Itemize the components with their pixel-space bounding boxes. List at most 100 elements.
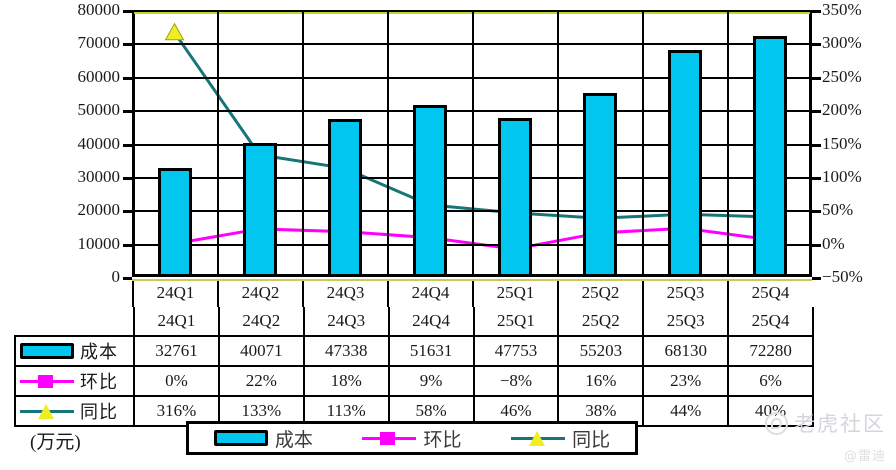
table-header-cell: 25Q3 <box>642 307 730 337</box>
y-axis-left-labels: 80000 70000 60000 50000 40000 30000 20000 10000… <box>0 0 126 290</box>
legend-item-label: 成本 <box>274 429 313 451</box>
y-axis-left-tickmark <box>123 110 132 114</box>
table-corner-cell <box>15 307 134 336</box>
swatch-square-marker <box>380 432 396 445</box>
table-cell: 44% <box>642 395 730 427</box>
table-cell: 40071 <box>217 335 305 367</box>
y-axis-right-tickmark <box>812 176 821 180</box>
y-axis-right-tick: 100% <box>822 166 862 186</box>
table-header-cell: 24Q3 <box>302 307 390 337</box>
x-axis-category-label: 24Q2 <box>217 279 302 307</box>
table-row-label: 成本 <box>80 342 118 362</box>
category-separator <box>302 10 304 277</box>
y-axis-right-labels: 350% 300% 250% 200% 150% 100% 50% 0% −50% <box>818 0 896 290</box>
legend-item[interactable]: 成本 <box>213 425 313 452</box>
bar <box>752 35 787 277</box>
unit-label: (万元) <box>30 432 81 453</box>
table-cell: 55203 <box>557 335 645 367</box>
table-header-cell: 24Q4 <box>387 307 475 337</box>
table-cell: 47753 <box>472 335 560 367</box>
table-cell: 72280 <box>727 335 814 367</box>
table-cell: 51631 <box>387 335 475 367</box>
chart-plot-area: 80000 70000 60000 50000 40000 30000 20000 10000… <box>0 0 896 307</box>
x-axis-category-label: 24Q4 <box>387 279 472 307</box>
y-axis-right-tickmark <box>812 110 821 114</box>
yoy-line-swatch-icon <box>511 430 566 446</box>
bar <box>327 119 362 277</box>
y-axis-right-tick: −50% <box>822 267 863 286</box>
table-cell: 9% <box>387 365 475 397</box>
swatch-triangle-marker <box>529 431 546 446</box>
table-cell: 23% <box>642 365 730 397</box>
x-axis-category-label: 25Q2 <box>557 279 642 307</box>
table-cell: 68130 <box>642 335 730 367</box>
y-axis-right-tick: 150% <box>822 133 862 153</box>
y-axis-left-tick: 60000 <box>77 66 121 86</box>
y-axis-right-tick: 0% <box>822 233 845 253</box>
yoy-line-swatch-icon <box>20 403 74 419</box>
category-separator <box>557 10 559 277</box>
cost-bar-swatch-icon <box>20 343 74 359</box>
table-cell: 16% <box>557 365 645 397</box>
row-label-inner: 成本 <box>16 337 133 365</box>
y-axis-left-tickmark <box>123 43 132 47</box>
marker-triangle <box>164 22 185 41</box>
table-cell: 32761 <box>133 335 220 367</box>
y-axis-left-tick: 80000 <box>77 0 121 19</box>
y-axis-left-tickmark <box>123 10 132 13</box>
y-axis-left-tickmark <box>123 143 132 147</box>
watermark-brand: 老虎社区 <box>765 408 886 438</box>
table-cell: 22% <box>217 365 305 397</box>
y-axis-left-tick: 30000 <box>77 166 121 186</box>
legend-item[interactable]: 同比 <box>511 425 610 452</box>
legend-item-label: 环比 <box>423 429 462 451</box>
table-cell: 6% <box>727 365 814 397</box>
row-label-inner: 同比 <box>16 397 133 425</box>
table-row-label-cell: 同比 <box>14 395 135 427</box>
tiger-logo-icon <box>765 411 788 435</box>
qoq-line-swatch-icon <box>362 430 417 446</box>
table-header-cell: 25Q1 <box>472 307 560 337</box>
table-header-cell: 25Q2 <box>557 307 645 337</box>
x-axis-category-label: 25Q3 <box>642 279 727 307</box>
y-axis-right-tickmark <box>812 210 821 214</box>
table-header-cell: 24Q1 <box>133 307 220 337</box>
y-axis-left-tick: 20000 <box>77 200 121 220</box>
category-separator <box>217 10 219 277</box>
legend-item[interactable]: 环比 <box>362 425 461 452</box>
bar <box>242 143 277 277</box>
y-axis-left-tickmark <box>123 176 132 180</box>
y-axis-right-tick: 50% <box>822 200 854 220</box>
swatch-triangle-marker <box>38 404 54 419</box>
table-cell: 47338 <box>302 335 390 367</box>
y-axis-right-tickmark <box>812 10 821 13</box>
bar <box>582 92 617 277</box>
plot-axes <box>123 10 821 280</box>
watermark: 老虎社区 @雷迪 <box>765 408 886 464</box>
y-axis-right-tickmark <box>812 243 821 247</box>
y-axis-right-tickmark <box>812 76 821 80</box>
y-axis-right-tickmark <box>812 43 821 47</box>
x-axis-category-label: 25Q4 <box>727 279 812 307</box>
y-axis-left-tickmark <box>123 210 132 214</box>
y-axis-left-tick: 70000 <box>77 33 121 53</box>
y-axis-left-tick: 10000 <box>77 233 121 253</box>
chart-legend: 成本 环比 同比 <box>186 421 638 455</box>
y-axis-right-tick: 300% <box>822 33 862 53</box>
table-row-label-cell: 成本 <box>14 335 135 367</box>
y-axis-right-tickmark <box>812 143 821 147</box>
x-axis-category-row: 24Q1 24Q2 24Q3 24Q4 25Q1 25Q2 25Q3 25Q4 <box>132 279 812 307</box>
table-cell: 18% <box>302 365 390 397</box>
watermark-handle: @雷迪 <box>843 449 886 464</box>
category-top-rule <box>132 279 812 281</box>
y-axis-left-tickmark <box>123 277 132 280</box>
swatch-square-marker <box>38 375 53 388</box>
y-axis-right-tick: 250% <box>822 66 862 86</box>
category-separator <box>472 10 474 277</box>
bar <box>497 117 532 277</box>
y-axis-right-tickmark <box>812 277 821 280</box>
qoq-line-swatch-icon <box>20 373 74 389</box>
x-axis-category-label: 25Q1 <box>472 279 557 307</box>
y-axis-left-tick: 50000 <box>77 100 121 120</box>
